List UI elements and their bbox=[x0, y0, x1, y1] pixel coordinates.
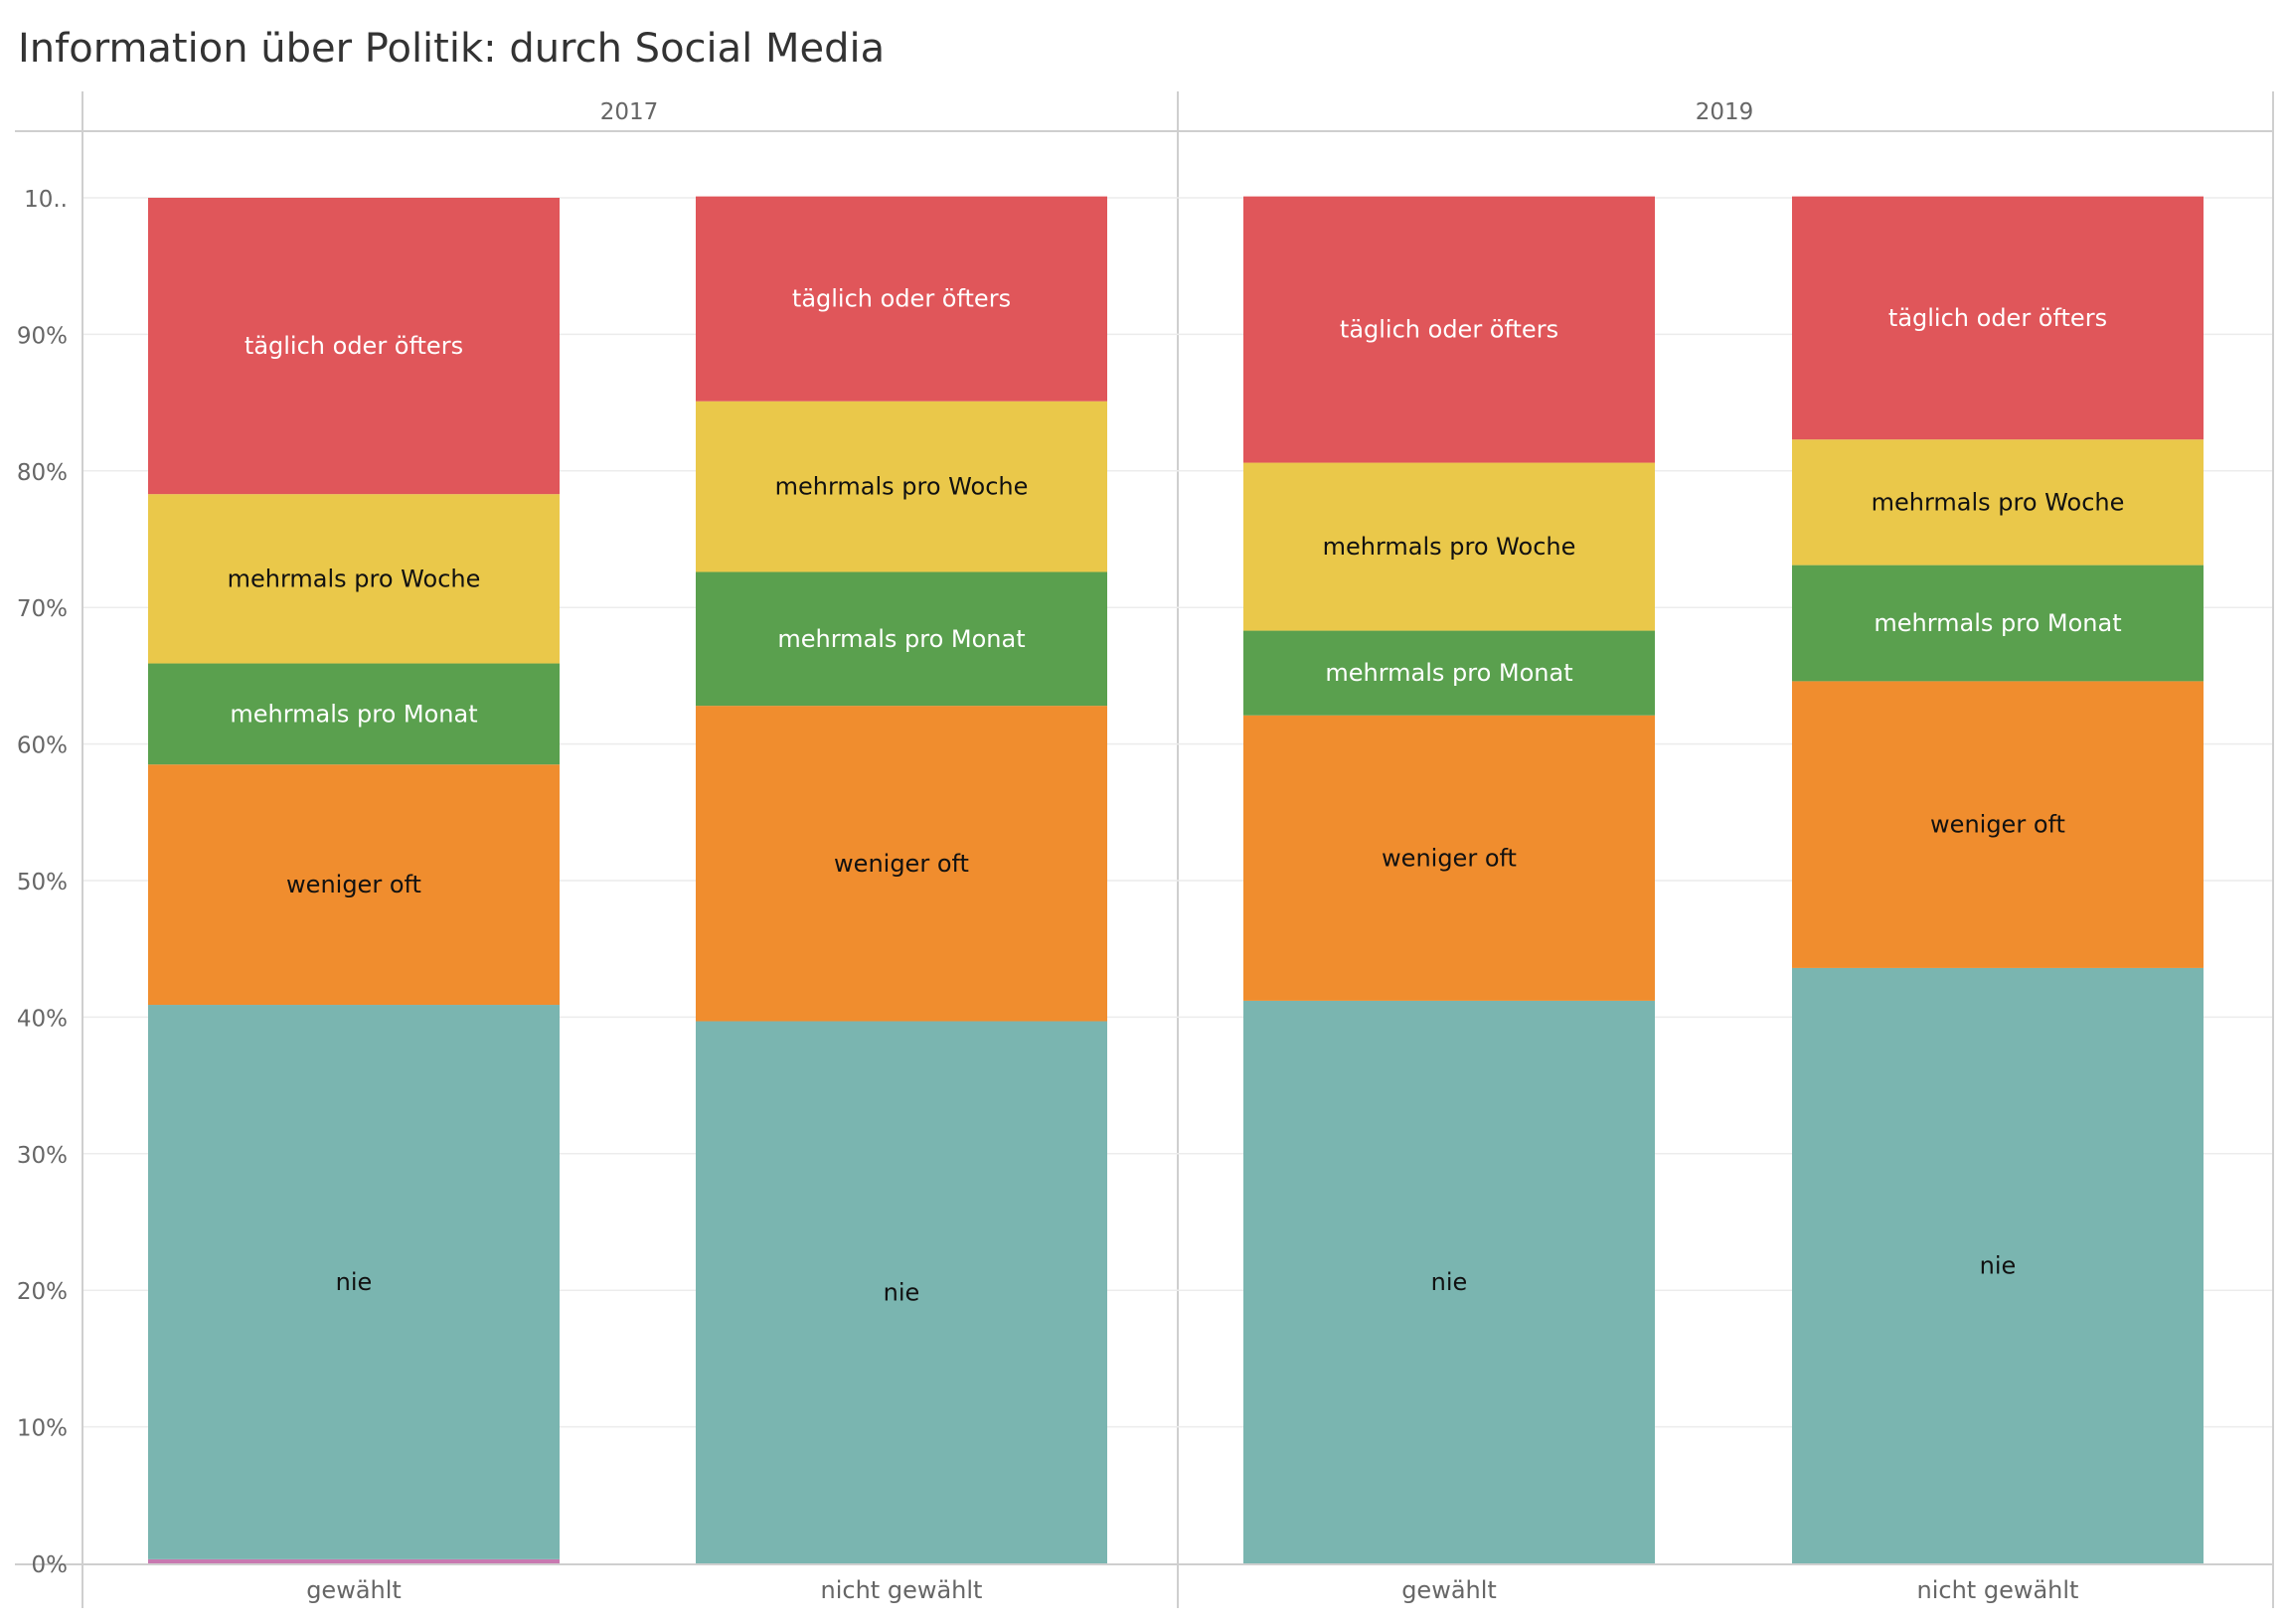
segment-label: nie bbox=[1431, 1268, 1468, 1296]
segment-label: mehrmals pro Monat bbox=[230, 700, 477, 728]
bar-segment bbox=[696, 401, 1107, 572]
segment-label: täglich oder öfters bbox=[245, 332, 463, 360]
segment-label: mehrmals pro Woche bbox=[775, 473, 1029, 501]
y-tick-label: 30% bbox=[17, 1143, 68, 1169]
y-axis: 0% 10% 20% 30% 40% 50% 60% 70% 80% 90% 10.. bbox=[17, 187, 68, 1578]
bar-segment bbox=[1243, 1000, 1655, 1563]
x-label-2017-gewaehlt: gewählt bbox=[306, 1576, 402, 1604]
y-tick-label: 70% bbox=[17, 596, 68, 622]
panel-header-2019: 2019 bbox=[1696, 99, 1754, 125]
segment-label: weniger oft bbox=[1382, 844, 1517, 872]
bar-segment bbox=[696, 1021, 1107, 1563]
y-tick-label: 60% bbox=[17, 733, 68, 759]
x-label-2019-gewaehlt: gewählt bbox=[1401, 1576, 1497, 1604]
bar-segment bbox=[696, 196, 1107, 402]
y-tick-label: 10% bbox=[17, 1416, 68, 1442]
segment-label: mehrmals pro Woche bbox=[1323, 533, 1576, 561]
bar-segment bbox=[1243, 630, 1655, 716]
panel-header-2017: 2017 bbox=[600, 99, 659, 125]
segment-label: weniger oft bbox=[1930, 811, 2065, 839]
bar-segment-sliver bbox=[148, 1558, 560, 1563]
segment-labels: nie weniger oft mehrmals pro Monat mehrmals… bbox=[228, 285, 2125, 1307]
bar-segment bbox=[1792, 967, 2204, 1563]
segment-label: mehrmals pro Woche bbox=[1872, 488, 2125, 516]
bar-segment bbox=[1792, 681, 2204, 968]
chart-frame bbox=[15, 91, 2274, 1608]
x-label-2017-nicht-gewaehlt: nicht gewählt bbox=[821, 1576, 983, 1604]
y-tick-label: 50% bbox=[17, 870, 68, 895]
segment-label: weniger oft bbox=[286, 871, 421, 898]
bar-segment bbox=[148, 663, 560, 765]
segment-label: mehrmals pro Monat bbox=[777, 625, 1025, 653]
segment-label: nie bbox=[1980, 1251, 2017, 1279]
bar-segment bbox=[1243, 715, 1655, 1001]
segment-label: mehrmals pro Monat bbox=[1325, 659, 1572, 687]
segment-label: täglich oder öfters bbox=[792, 285, 1011, 313]
bar-segment bbox=[148, 764, 560, 1006]
y-tick-label: 20% bbox=[17, 1279, 68, 1305]
y-tick-label: 10.. bbox=[24, 187, 68, 213]
bar-segment bbox=[148, 494, 560, 664]
segment-label: weniger oft bbox=[834, 850, 969, 878]
y-tick-label: 80% bbox=[17, 460, 68, 486]
bar-segment bbox=[1792, 196, 2204, 440]
bar-segment bbox=[696, 706, 1107, 1022]
bar-segment bbox=[1792, 565, 2204, 682]
y-tick-label: 90% bbox=[17, 323, 68, 349]
bars bbox=[148, 196, 2204, 1563]
bar-segment bbox=[1243, 462, 1655, 631]
y-tick-label: 40% bbox=[17, 1006, 68, 1032]
segment-label: mehrmals pro Woche bbox=[228, 565, 481, 592]
bar-segment bbox=[148, 1005, 560, 1559]
bar-segment bbox=[696, 571, 1107, 707]
x-label-2019-nicht-gewaehlt: nicht gewählt bbox=[1917, 1576, 2079, 1604]
bar-segment bbox=[1243, 196, 1655, 463]
segment-label: nie bbox=[884, 1278, 920, 1306]
bar-segment bbox=[148, 198, 560, 495]
segment-label: mehrmals pro Monat bbox=[1874, 609, 2121, 637]
segment-label: täglich oder öfters bbox=[1340, 316, 1558, 344]
chart-title: Information über Politik: durch Social M… bbox=[18, 26, 885, 72]
segment-label: täglich oder öfters bbox=[1888, 304, 2107, 332]
y-tick-label: 0% bbox=[32, 1552, 69, 1578]
bar-segment bbox=[1792, 439, 2204, 566]
segment-label: nie bbox=[336, 1268, 373, 1296]
